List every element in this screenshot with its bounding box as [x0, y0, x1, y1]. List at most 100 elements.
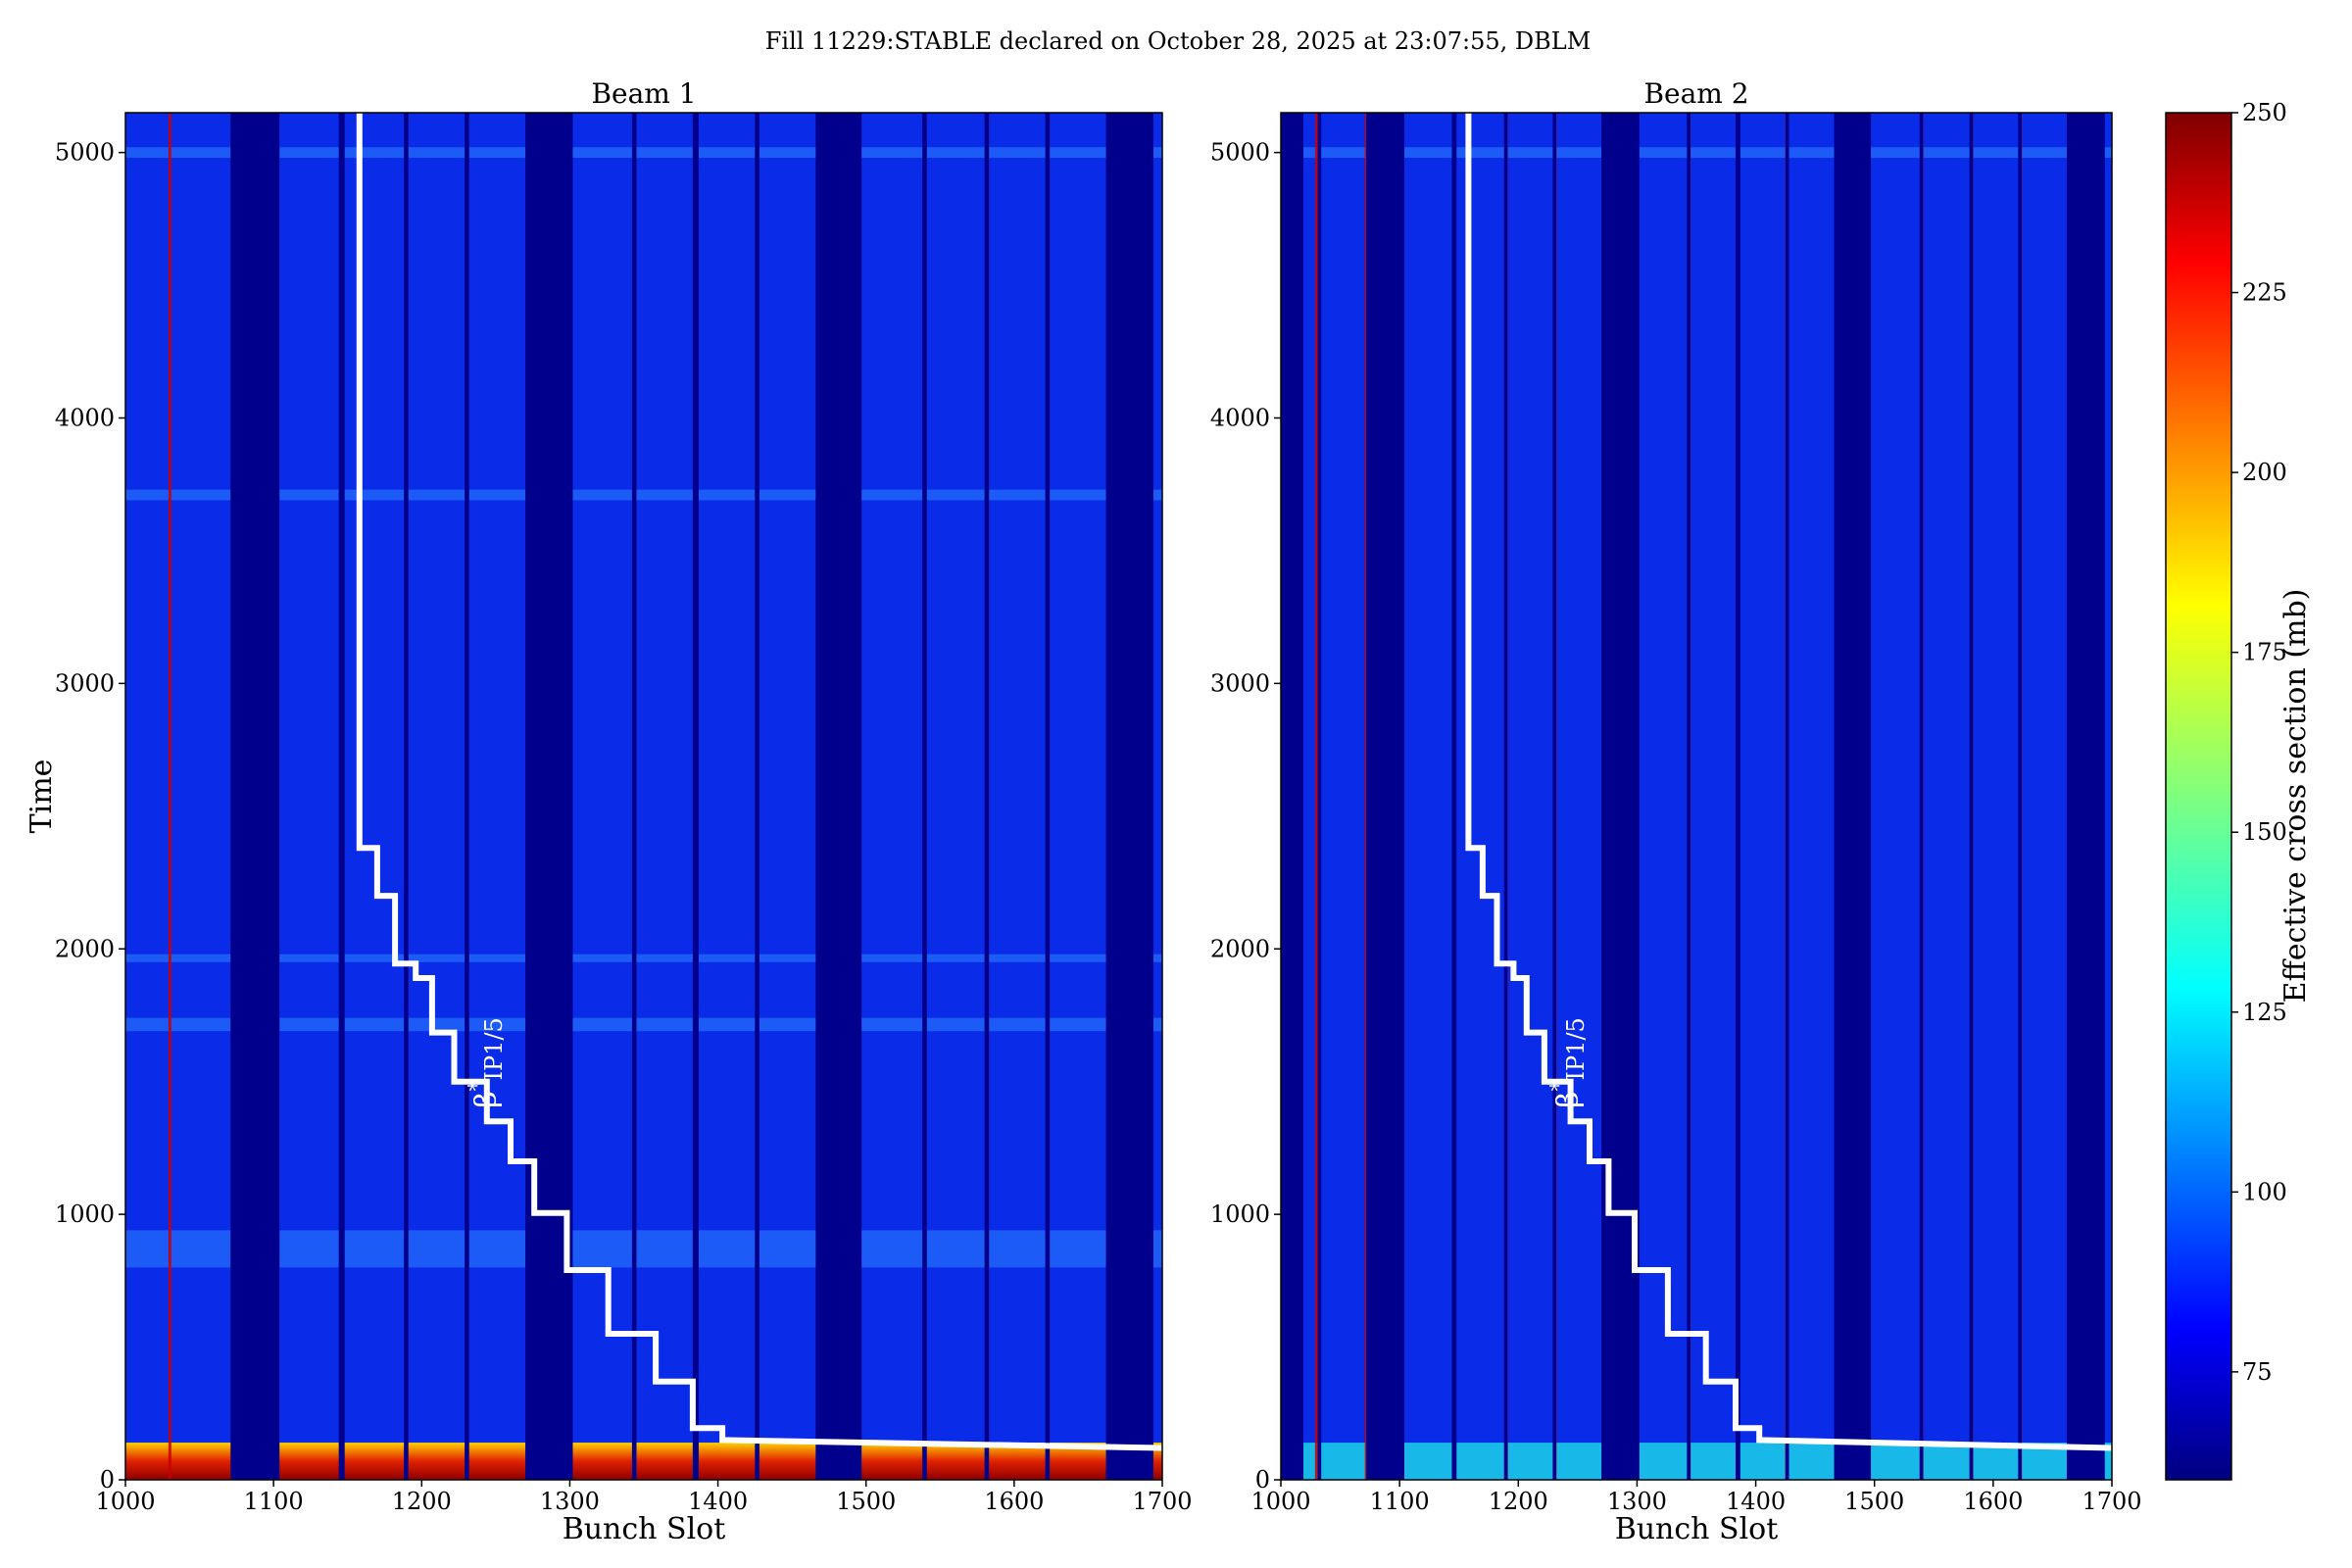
empty-gap	[1045, 113, 1051, 1480]
empty-gap	[1503, 113, 1508, 1480]
empty-gap	[922, 113, 927, 1480]
colorbar-tick-label: 125	[2242, 999, 2287, 1026]
bright-band	[125, 1230, 1162, 1268]
annotation-subscript: IP1/5	[480, 1017, 508, 1080]
figure-title: Fill 11229:STABLE declared on October 28…	[765, 27, 1592, 55]
colorbar-tick-label: 225	[2242, 279, 2287, 307]
empty-gap	[338, 113, 345, 1480]
axes-frame	[124, 112, 1163, 1481]
heatmap-background	[1281, 113, 2112, 1480]
empty-gap	[692, 113, 699, 1480]
empty-gap	[631, 113, 637, 1480]
colorbar-label: Effective cross section (mb)	[2278, 589, 2313, 1004]
y-tick-label: 0	[100, 1466, 115, 1494]
bright-band	[125, 147, 1162, 159]
y-tick-label: 5000	[55, 139, 115, 167]
y-tick-label: 4000	[55, 405, 115, 432]
empty-gap	[1281, 113, 1304, 1480]
empty-gap	[1785, 113, 1789, 1480]
beam2-heatmap: β*IP1/5 1000 1100 1200 1300 1400 1500 1600 1700 0…	[1210, 77, 2142, 1546]
plot-area	[125, 113, 1162, 1480]
plot-area	[1281, 113, 2112, 1480]
x-tick-label: 1500	[1844, 1488, 1904, 1515]
x-tick-label: 1500	[836, 1488, 896, 1515]
heatmap-background	[125, 113, 1162, 1480]
y-tick-label: 5000	[1210, 139, 1270, 167]
x-tick-label: 1300	[540, 1488, 600, 1515]
empty-gap	[1735, 113, 1740, 1480]
x-tick-label: 1600	[984, 1488, 1044, 1515]
empty-gap	[1834, 113, 1872, 1480]
empty-gap	[525, 113, 573, 1480]
colorbar-tick-label: 75	[2242, 1358, 2273, 1386]
x-tick-label: 1700	[1132, 1488, 1192, 1515]
x-tick-label: 1200	[392, 1488, 452, 1515]
empty-gap	[1451, 113, 1457, 1480]
x-tick-label: 1000	[95, 1488, 155, 1515]
empty-gap	[1601, 113, 1640, 1480]
y-tick-label: 2000	[55, 935, 115, 962]
empty-gap	[230, 113, 280, 1480]
empty-gap	[465, 113, 469, 1480]
colorbar-tick-label: 100	[2242, 1178, 2287, 1205]
y-tick-label: 0	[1255, 1466, 1270, 1494]
x-tick-label: 1400	[688, 1488, 748, 1515]
colorbar-tick-label: 175	[2242, 639, 2287, 666]
annotation-main: β	[1551, 1091, 1586, 1107]
x-tick-label: 1200	[1489, 1488, 1548, 1515]
annotation-main: β	[469, 1091, 504, 1107]
panel-title: Beam 2	[1643, 77, 1748, 110]
panel-title: Beam 1	[591, 77, 696, 110]
empty-gap	[984, 113, 990, 1480]
annotation-subscript: IP1/5	[1562, 1017, 1590, 1080]
beta-star-annotation: β*IP1/5	[466, 1017, 508, 1108]
x-tick-label: 1000	[1250, 1488, 1310, 1515]
empty-gap	[1366, 113, 1404, 1480]
x-tick-label: 1100	[1370, 1488, 1430, 1515]
x-tick-label: 1300	[1607, 1488, 1667, 1515]
hot-stripe	[1314, 113, 1318, 1480]
x-axis-label: Bunch Slot	[1615, 1512, 1779, 1546]
beta-star-annotation: β*IP1/5	[1547, 1017, 1590, 1108]
x-tick-label: 1600	[1963, 1488, 2023, 1515]
y-tick-label: 3000	[1210, 669, 1270, 697]
empty-gap	[404, 113, 409, 1480]
axes-frame	[1280, 112, 2113, 1481]
y-tick-label: 1000	[55, 1200, 115, 1228]
colorbar: 75 100 125 150 175 200 225 250 Effective cross …	[2165, 99, 2313, 1481]
hot-stripe	[168, 113, 172, 1480]
empty-gap	[1105, 113, 1153, 1480]
colorbar-gradient	[2165, 112, 2232, 1481]
empty-gap	[1317, 113, 1322, 1480]
y-tick-label: 4000	[1210, 405, 1270, 432]
empty-gap	[1687, 113, 1690, 1480]
annotation-superscript: *	[466, 1080, 490, 1091]
y-tick-label: 1000	[1210, 1200, 1270, 1228]
x-tick-label: 1400	[1726, 1488, 1786, 1515]
initial-hot-band	[125, 1443, 1162, 1480]
colorbar-tick-label: 200	[2242, 459, 2287, 486]
empty-gap	[1969, 113, 1974, 1480]
beta-star-overlay-line	[356, 113, 1162, 1451]
y-axis-label: Time	[24, 760, 59, 834]
x-tick-label: 1100	[244, 1488, 304, 1515]
y-tick-label: 3000	[55, 669, 115, 697]
bright-band	[125, 1017, 1162, 1032]
bright-band	[1281, 147, 2112, 159]
bright-band	[125, 954, 1162, 962]
x-axis-label: Bunch Slot	[563, 1512, 726, 1546]
empty-gap	[1552, 113, 1557, 1480]
empty-gap	[755, 113, 760, 1480]
bright-band	[125, 489, 1162, 501]
empty-gap	[1919, 113, 1924, 1480]
colorbar-tick-label: 150	[2242, 818, 2287, 846]
beta-star-overlay-line	[1465, 113, 2112, 1451]
x-tick-label: 1700	[2082, 1488, 2141, 1515]
empty-gap	[815, 113, 862, 1480]
empty-gap	[2066, 113, 2105, 1480]
colorbar-ticks: 75 100 125 150 175 200 225 250	[2231, 99, 2287, 1386]
y-tick-label: 2000	[1210, 935, 1270, 962]
empty-gap	[2018, 113, 2022, 1480]
initial-hot-band	[1281, 1443, 2112, 1480]
